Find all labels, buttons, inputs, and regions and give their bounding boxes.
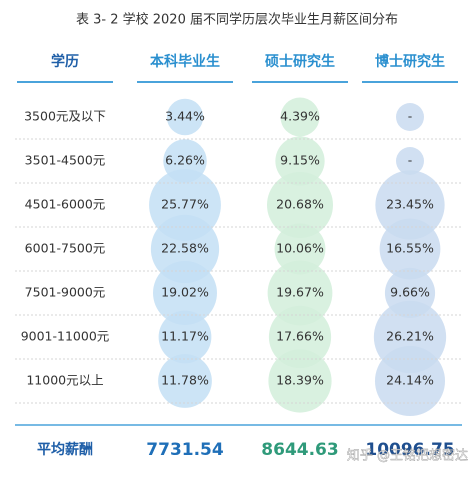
value-cell: 24.14% <box>386 373 434 388</box>
header-cell: 硕士研究生 <box>265 53 335 70</box>
value-cell: 3.44% <box>165 109 205 124</box>
value-cell: - <box>408 153 413 168</box>
value-bubble <box>266 171 334 239</box>
row-label: 4501-6000元 <box>25 197 106 212</box>
value-bubble <box>268 349 332 413</box>
value-bubble <box>274 223 326 275</box>
footer-value: 10096.75 <box>365 440 454 460</box>
value-bubble <box>267 260 333 326</box>
value-cell: 18.39% <box>276 373 324 388</box>
row-label: 3501-4500元 <box>25 153 106 168</box>
value-cell: 6.26% <box>165 153 205 168</box>
value-cell: 10.06% <box>276 241 324 256</box>
value-bubble <box>375 170 445 240</box>
row-label: 7501-9000元 <box>25 285 106 300</box>
header-cell: 博士研究生 <box>375 53 445 70</box>
value-bubble <box>166 98 204 136</box>
row-label: 3500元及以下 <box>24 109 106 124</box>
value-bubble <box>396 147 424 175</box>
value-cell: 17.66% <box>276 329 324 344</box>
table-body: 学历 本科毕业生 硕士研究生 博士研究生 3500元及以下 3.44% 4.39% - 3501… <box>15 53 468 464</box>
value-bubble <box>158 310 212 364</box>
value-cell: 4.39% <box>280 109 320 124</box>
row-label: 6001-7500元 <box>25 241 106 256</box>
value-bubble <box>158 354 212 408</box>
watermark: 知乎 @王铭把想密达 <box>347 448 468 464</box>
value-bubble <box>396 103 424 131</box>
value-cell: 19.02% <box>161 285 209 300</box>
row-label: 9001-11000元 <box>21 329 110 344</box>
value-cell: 9.15% <box>280 153 320 168</box>
row-label: 11000元以上 <box>26 373 103 388</box>
value-cell: 11.17% <box>161 329 209 344</box>
value-cell: 23.45% <box>386 197 434 212</box>
table-title: 表 3- 2 学校 2020 届不同学历层次毕业生月薪区间分布 <box>76 12 398 28</box>
value-cell: 11.78% <box>161 373 209 388</box>
value-cell: 19.67% <box>276 285 324 300</box>
value-bubble <box>268 305 332 369</box>
value-cell: 16.55% <box>386 241 434 256</box>
header-cell: 本科毕业生 <box>150 53 220 70</box>
value-cell: 26.21% <box>386 329 434 344</box>
footer-label: 平均薪酬 <box>37 441 93 458</box>
value-cell: 22.58% <box>161 241 209 256</box>
value-bubble <box>374 345 446 417</box>
footer-value: 7731.54 <box>146 440 224 460</box>
value-bubble <box>275 136 325 186</box>
value-cell: 20.68% <box>276 197 324 212</box>
footer-value: 8644.63 <box>261 440 338 460</box>
value-bubble <box>280 97 320 137</box>
header-cell: 学历 <box>51 53 79 70</box>
value-bubble <box>379 218 441 280</box>
value-cell: - <box>408 109 413 124</box>
value-cell: 25.77% <box>161 197 209 212</box>
value-bubble <box>153 261 217 325</box>
value-cell: 9.66% <box>390 285 430 300</box>
